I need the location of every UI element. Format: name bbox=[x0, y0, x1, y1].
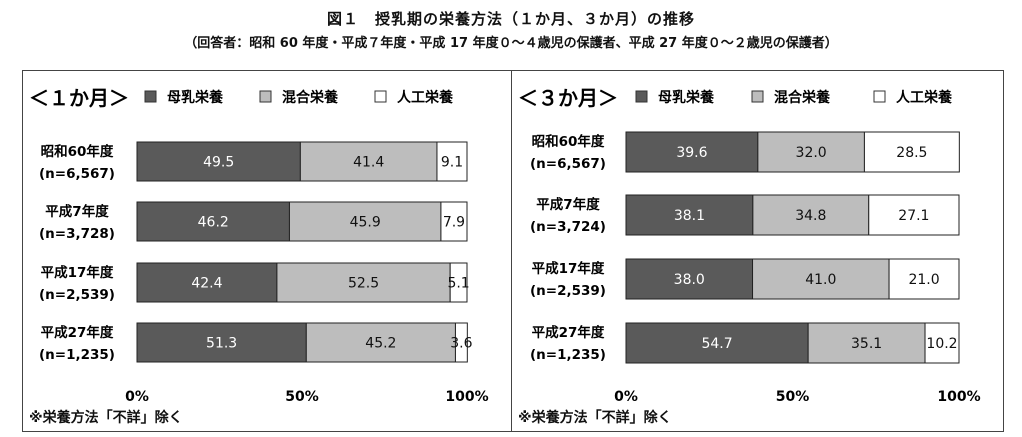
chart-3-month-category-n: (n=1,235) bbox=[530, 347, 606, 363]
chart-1-month-bar-segment bbox=[305, 322, 456, 363]
chart-3-month-legend-label-3: 人工栄養 bbox=[896, 89, 952, 106]
chart-1-month-data-label: 9.1 bbox=[441, 155, 463, 171]
footnote-3-month: ※栄養方法「不詳」除く bbox=[518, 410, 672, 426]
chart-panel-3-month: ＜３か月＞ 母乳栄養 混合栄養 人工栄養昭和60年度 (n=6,567) 39.6 32.0… bbox=[511, 70, 1004, 432]
chart-1-month-legend-label-3: 人工栄養 bbox=[397, 89, 453, 106]
chart-1-month-data-label: 49.5 bbox=[203, 155, 234, 171]
chart-3-month-bar-segment bbox=[625, 322, 809, 364]
chart-1-month-data-label: 7.9 bbox=[443, 215, 465, 231]
chart-3-month-data-label: 35.1 bbox=[851, 336, 882, 352]
chart-1-month-bar-segment bbox=[299, 141, 438, 182]
chart-3-month-category-n: (n=2,539) bbox=[530, 283, 606, 299]
chart-1-month-x-tick-label: 0% bbox=[125, 389, 149, 405]
chart-3-month-x-tick-label: 0% bbox=[614, 389, 638, 405]
chart-1-month-bar-segment bbox=[436, 141, 468, 182]
chart-1-month-data-label: 45.9 bbox=[350, 215, 381, 231]
chart-3-month-bar-segment bbox=[625, 131, 759, 173]
chart-1-month-category-n: (n=3,728) bbox=[39, 226, 115, 242]
chart-3-month-x-tick-label: 50% bbox=[776, 389, 810, 405]
chart-1-month-legend-label-1: 母乳栄養 bbox=[167, 89, 223, 106]
chart-3-month-category-n: (n=6,567) bbox=[530, 156, 606, 172]
chart-1-month-data-label: 46.2 bbox=[198, 215, 229, 231]
chart-3-month-bar-segment bbox=[868, 194, 960, 236]
chart-3-month-legend-swatch-2 bbox=[751, 90, 764, 103]
chart-1-month-legend-label-2: 混合栄養 bbox=[282, 89, 338, 106]
chart-1-month-category-label: 平成7年度 bbox=[45, 203, 109, 220]
chart-3-month-title: ＜３か月＞ bbox=[518, 86, 618, 110]
chart-3-month-legend-label-1: 母乳栄養 bbox=[658, 89, 714, 106]
chart-1-month-bar-segment bbox=[288, 201, 442, 242]
chart-3-month-legend-swatch-3 bbox=[873, 90, 886, 103]
chart-3-month-category-n: (n=3,724) bbox=[530, 219, 606, 235]
chart-1-month-data-label: 3.6 bbox=[450, 336, 472, 352]
chart-3-month-bar-segment bbox=[625, 194, 754, 236]
chart-1-month-bar-segment bbox=[454, 322, 468, 363]
chart-3-month-bar-segment bbox=[625, 258, 754, 300]
chart-1-month-legend-swatch-1 bbox=[144, 90, 157, 103]
chart-3-month-data-label: 34.8 bbox=[795, 208, 826, 224]
chart-3-month-data-label: 38.1 bbox=[674, 208, 705, 224]
chart-1-month-bar-segment bbox=[440, 201, 468, 242]
chart-1-month-data-label: 45.2 bbox=[365, 336, 396, 352]
chart-3-month-data-label: 39.6 bbox=[676, 145, 707, 161]
chart-3-month-legend-swatch-1 bbox=[635, 90, 648, 103]
chart-1-month-bar-segment bbox=[449, 262, 468, 303]
chart-1-month-data-label: 42.4 bbox=[191, 276, 222, 292]
chart-1-month-title: ＜１か月＞ bbox=[29, 86, 129, 110]
chart-3-month-data-label: 27.1 bbox=[898, 208, 929, 224]
chart-1-month-x-tick-label: 100% bbox=[445, 389, 488, 405]
chart-3-month-x-tick-label: 100% bbox=[937, 389, 980, 405]
chart-3-month-data-label: 28.5 bbox=[896, 145, 927, 161]
chart-3-month-category-label: 平成17年度 bbox=[532, 260, 605, 277]
figure-title: 図１ 授乳期の栄養方法（１か月、３か月）の推移 bbox=[326, 10, 695, 28]
chart-1-month-data-label: 41.4 bbox=[353, 155, 384, 171]
chart-1-month-bar-segment bbox=[136, 262, 278, 303]
chart-1-month-legend-swatch-2 bbox=[259, 90, 272, 103]
chart-3-month-bar-segment bbox=[757, 131, 865, 173]
chart-1-month-category-n: (n=1,235) bbox=[39, 347, 115, 363]
chart-panel-1-month: ＜１か月＞ 母乳栄養 混合栄養 人工栄養昭和60年度 (n=6,567) 49.5 41.4… bbox=[22, 70, 512, 432]
chart-1-month-data-label: 51.3 bbox=[206, 336, 237, 352]
chart-3-month-data-label: 10.2 bbox=[926, 336, 957, 352]
chart-1-month-x-tick-label: 50% bbox=[285, 389, 319, 405]
chart-1-month-data-label: 52.5 bbox=[348, 276, 379, 292]
chart-3-month-data-label: 32.0 bbox=[796, 145, 827, 161]
chart-3-month-data-label: 21.0 bbox=[908, 272, 939, 288]
chart-3-month-bar-segment bbox=[888, 258, 960, 300]
chart-1-month-category-label: 平成27年度 bbox=[41, 324, 114, 341]
chart-1-month-bar-segment bbox=[136, 201, 290, 242]
chart-1-month-bar-segment bbox=[136, 322, 307, 363]
chart-1-month-category-label: 昭和60年度 bbox=[41, 143, 114, 160]
chart-3-month-bar-segment bbox=[752, 194, 870, 236]
chart-3-month-legend-label-2: 混合栄養 bbox=[774, 89, 830, 106]
chart-1-month-bar-segment bbox=[136, 141, 301, 182]
chart-3-month-bar-segment bbox=[924, 322, 960, 364]
chart-3-month-data-label: 54.7 bbox=[701, 336, 732, 352]
chart-3-month-bar-segment bbox=[752, 258, 890, 300]
chart-3-month-category-label: 平成27年度 bbox=[532, 324, 605, 341]
footnote-1-month: ※栄養方法「不詳」除く bbox=[29, 410, 183, 426]
chart-1-month-category-n: (n=6,567) bbox=[39, 166, 115, 182]
chart-1-month-bar-segment bbox=[276, 262, 451, 303]
chart-3-month-bar-segment bbox=[863, 131, 960, 173]
chart-1-month-legend-swatch-3 bbox=[374, 90, 387, 103]
chart-1-month-data-label: 5.1 bbox=[447, 276, 469, 292]
figure-subtitle: （回答者：昭和 60 年度・平成７年度・平成 17 年度０～４歳児の保護者、平成… bbox=[184, 36, 838, 51]
chart-3-month-category-label: 平成7年度 bbox=[536, 196, 600, 213]
chart-3-month-data-label: 38.0 bbox=[674, 272, 705, 288]
chart-3-month-data-label: 41.0 bbox=[805, 272, 836, 288]
chart-1-month-category-n: (n=2,539) bbox=[39, 287, 115, 303]
chart-3-month-category-label: 昭和60年度 bbox=[532, 133, 605, 150]
chart-1-month-category-label: 平成17年度 bbox=[41, 264, 114, 281]
